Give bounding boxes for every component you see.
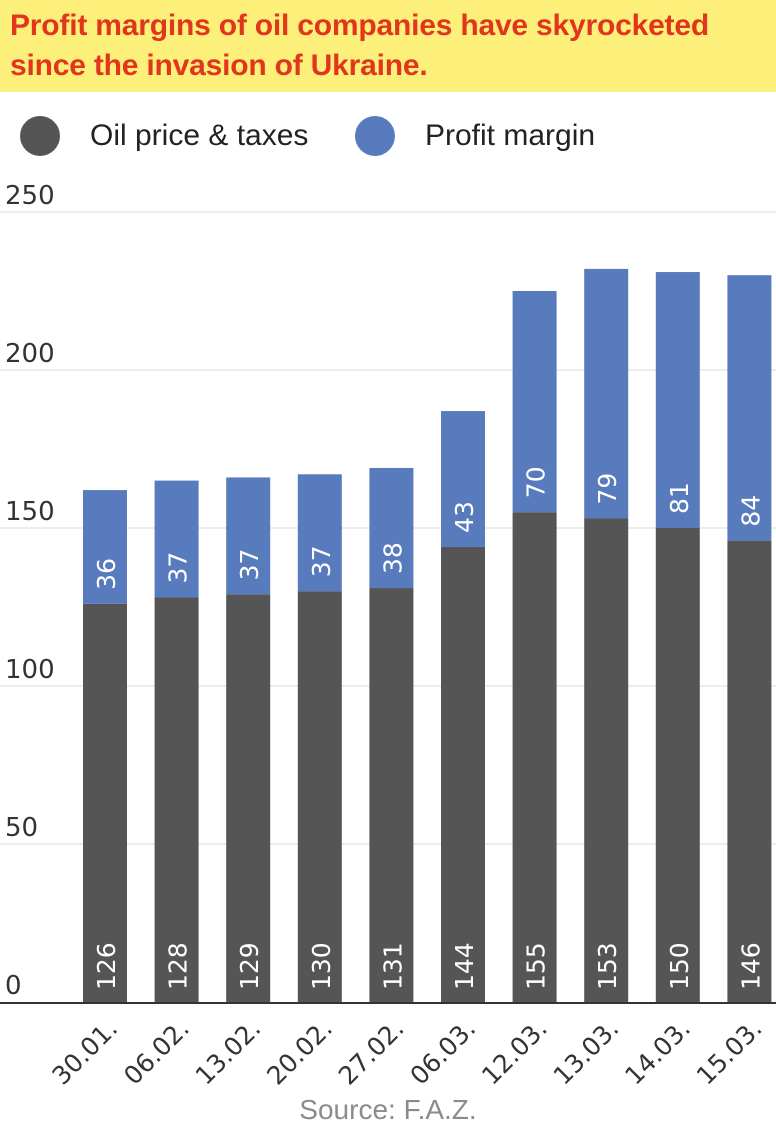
legend-swatch-profit-margin	[355, 116, 395, 156]
bar-oil-price-9	[727, 540, 772, 1002]
bar-oil-price-1	[154, 597, 199, 1002]
bar-oil-price-0	[83, 603, 127, 1002]
chart-title-line-1: Profit margins of oil companies have sky…	[10, 9, 709, 42]
bar-profit-margin-7	[584, 268, 629, 519]
y-tick-label-200: 200	[5, 339, 55, 369]
y-tick-label-100: 100	[5, 655, 55, 685]
data-label-oil-price-4: 131	[378, 942, 407, 990]
data-label-profit-margin-1: 37	[164, 552, 193, 584]
y-tick-label-0: 0	[5, 971, 22, 1001]
y-tick-label-50: 50	[5, 813, 38, 843]
bar-profit-margin-6	[512, 291, 557, 513]
data-label-oil-price-0: 126	[92, 942, 121, 990]
bar-profit-margin-1	[154, 480, 199, 598]
legend-item-profit-margin: Profit margin	[355, 106, 595, 166]
bar-oil-price-4	[369, 588, 414, 1002]
data-label-profit-margin-0: 36	[92, 558, 121, 590]
data-label-oil-price-1: 128	[164, 942, 193, 990]
data-label-oil-price-6: 155	[522, 942, 551, 990]
y-tick-label-250: 250	[5, 181, 55, 211]
legend-item-oil-price: Oil price & taxes	[20, 106, 308, 166]
data-label-oil-price-2: 129	[235, 942, 264, 990]
data-label-oil-price-9: 146	[736, 942, 765, 990]
legend-label-profit-margin: Profit margin	[425, 119, 596, 152]
source-note: Source: F.A.Z.	[299, 1094, 477, 1125]
data-label-profit-margin-7: 79	[593, 473, 622, 505]
x-tick-label-2: 13.02.	[190, 1014, 267, 1091]
x-tick-label-7: 13.03.	[548, 1014, 625, 1091]
title-banner: Profit margins of oil companies have sky…	[0, 0, 776, 92]
data-label-profit-margin-8: 81	[665, 482, 694, 514]
x-tick-label-0: 30.01.	[46, 1014, 123, 1091]
x-tick-label-1: 06.02.	[118, 1014, 195, 1091]
x-tick-label-8: 14.03.	[619, 1014, 696, 1091]
bar-oil-price-3	[297, 591, 342, 1002]
data-label-profit-margin-5: 43	[450, 501, 479, 533]
chart-title-line-2: since the invasion of Ukraine.	[10, 49, 428, 82]
data-label-oil-price-5: 144	[450, 942, 479, 990]
bar-profit-margin-9	[727, 275, 772, 541]
data-label-oil-price-3: 130	[307, 942, 336, 990]
data-label-profit-margin-2: 37	[235, 549, 264, 581]
y-tick-label-150: 150	[5, 497, 55, 527]
legend-swatch-oil-price	[20, 116, 60, 156]
x-tick-label-6: 12.03.	[476, 1014, 553, 1091]
bar-oil-price-7	[584, 518, 629, 1002]
legend: Oil price & taxes Profit margin	[0, 106, 776, 166]
data-label-oil-price-7: 153	[593, 942, 622, 990]
legend-label-oil-price: Oil price & taxes	[90, 119, 309, 152]
bar-profit-margin-8	[655, 272, 700, 528]
bar-profit-margin-3	[297, 474, 342, 592]
x-tick-label-5: 06.03.	[404, 1014, 481, 1091]
x-tick-label-9: 15.03.	[691, 1014, 768, 1091]
data-label-profit-margin-3: 37	[307, 545, 336, 577]
bar-profit-margin-4	[369, 467, 414, 589]
bar-oil-price-8	[655, 528, 700, 1002]
data-label-oil-price-8: 150	[665, 942, 694, 990]
bar-oil-price-2	[226, 594, 271, 1002]
data-label-profit-margin-6: 70	[522, 466, 551, 498]
bar-profit-margin-2	[226, 477, 271, 595]
bar-profit-margin-0	[83, 490, 127, 604]
bar-oil-price-5	[441, 546, 485, 1002]
bar-profit-margin-5	[441, 411, 485, 547]
data-label-profit-margin-9: 84	[736, 495, 765, 527]
x-tick-label-3: 20.02.	[261, 1014, 338, 1091]
x-tick-label-4: 27.02.	[333, 1014, 410, 1091]
data-label-profit-margin-4: 38	[378, 542, 407, 574]
bar-oil-price-6	[512, 512, 557, 1002]
